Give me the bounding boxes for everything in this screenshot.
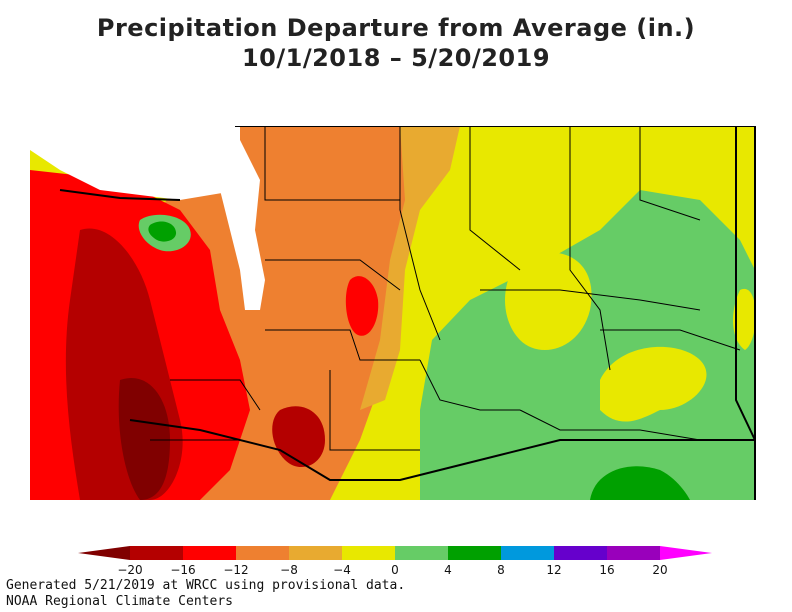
- legend-tick-label: −8: [280, 563, 298, 577]
- zone-olympic-wet-core: [148, 221, 177, 242]
- zone-yellow-east-3: [733, 288, 756, 350]
- legend-bin: [236, 546, 289, 560]
- legend-bin: [607, 546, 660, 560]
- legend-tick-label: 12: [546, 563, 561, 577]
- zone-extreme-dry-core-2: [272, 406, 325, 468]
- zone-dry-lightorange: [360, 126, 460, 410]
- legend-high-arrow: [660, 546, 712, 560]
- legend-bin: [183, 546, 236, 560]
- legend-tick-label: −20: [117, 563, 142, 577]
- zone-yellow-east-1: [600, 346, 707, 422]
- zone-wet-southeast: [590, 466, 690, 500]
- legend-bin: [395, 546, 448, 560]
- legend-tick-label: 0: [391, 563, 399, 577]
- legend-tick-label: 20: [652, 563, 667, 577]
- legend-bin: [501, 546, 554, 560]
- legend-tick-label: −16: [170, 563, 195, 577]
- legend-bin: [130, 546, 183, 560]
- state-boundary: [59, 126, 756, 500]
- zone-yellow-east-2: [505, 252, 592, 350]
- legend-tick-label: 8: [497, 563, 505, 577]
- footer-source-note: NOAA Regional Climate Centers: [6, 594, 233, 609]
- map-date-range: 10/1/2018 – 5/20/2019: [241, 44, 551, 72]
- zone-yellow-northeast: [560, 126, 756, 229]
- legend-bin: [289, 546, 342, 560]
- footer-generated-note: Generated 5/21/2019 at WRCC using provis…: [6, 578, 406, 593]
- legend-bin: [448, 546, 501, 560]
- legend-low-arrow: [78, 546, 130, 560]
- legend-bin: [554, 546, 607, 560]
- water-puget-sound: [200, 140, 265, 310]
- legend-tick-label: 16: [599, 563, 614, 577]
- zone-above-normal-east: [420, 190, 756, 500]
- legend-tick-label: −12: [223, 563, 248, 577]
- water-pacific: [30, 126, 240, 200]
- precipitation-departure-map: [30, 126, 756, 500]
- map-title: Precipitation Departure from Average (in…: [96, 14, 696, 42]
- legend-tick-label: 4: [444, 563, 452, 577]
- county-boundaries: [150, 126, 741, 451]
- zone-extreme-dry-core: [118, 378, 170, 500]
- zone-extreme-dry-core-3: [345, 276, 379, 336]
- legend-tick-label: −4: [333, 563, 351, 577]
- color-legend: −20 −16 −12 −8 −4 0 4 8 12 16 20: [78, 546, 712, 577]
- legend-bin: [342, 546, 395, 560]
